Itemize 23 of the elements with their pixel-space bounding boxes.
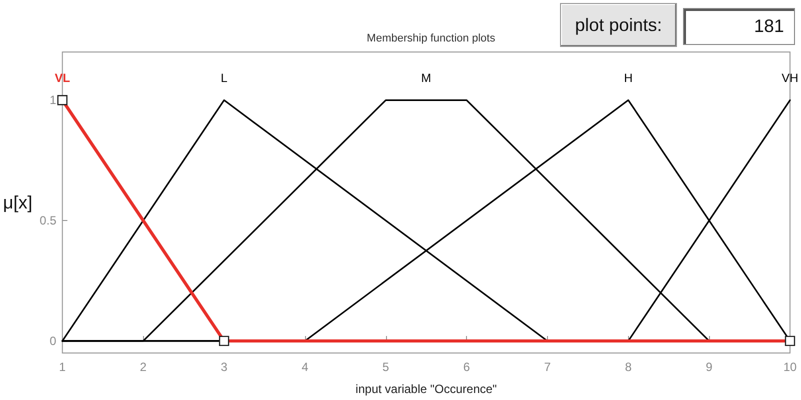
x-tick-label: 1 [59,360,66,374]
x-tick-label: 8 [624,360,632,374]
series-label: L [220,71,228,86]
series-label: VL [54,71,70,86]
y-tick-label: 0 [50,334,57,348]
x-tick-label: 7 [544,360,552,374]
x-tick-label: 4 [302,360,309,374]
y-tick-label: 0.5 [40,214,57,228]
chart-title: Membership function plots [366,32,496,44]
y-tick-label: 1 [50,93,57,108]
x-tick-label: 3 [220,360,228,374]
x-axis-title: input variable "Occurence" [356,382,497,396]
x-tick-label: 6 [463,360,470,374]
x-tick-label: 10 [783,360,797,374]
x-tick-label: 9 [706,360,713,374]
x-tick-label: 2 [140,360,147,374]
y-axis-title: μ[x] [3,192,32,212]
series-label: M [421,71,432,86]
button: plot points: [560,3,677,47]
text-field: 181 [683,8,795,45]
series-label: H [624,71,633,86]
x-tick-label: 5 [382,360,390,374]
series-label: VH [782,71,798,86]
